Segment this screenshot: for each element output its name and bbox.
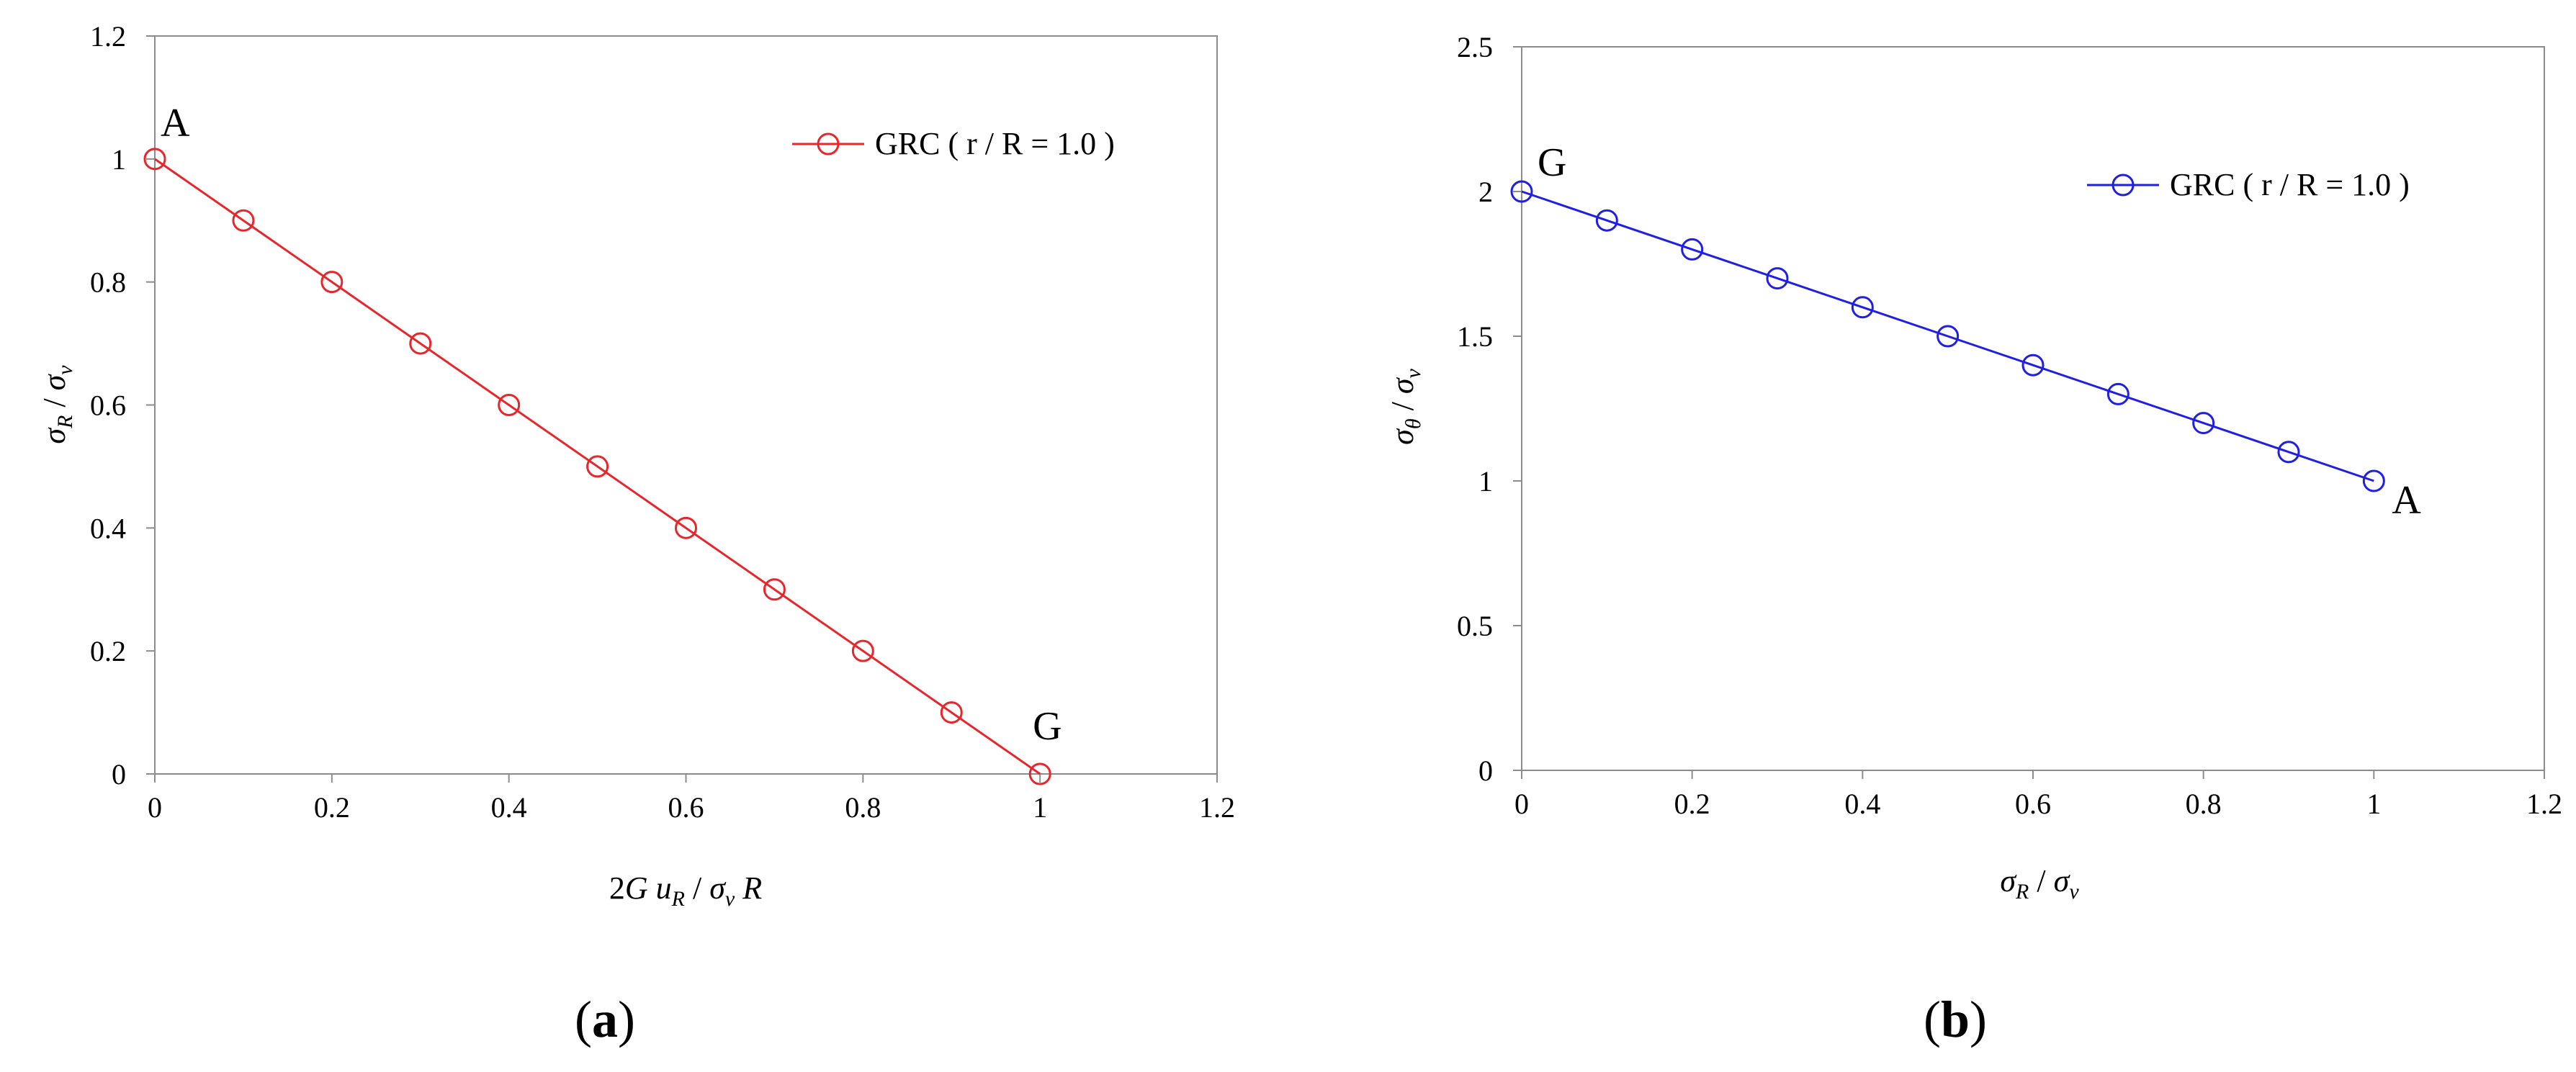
chart-a-ytick-label: 1 [112, 143, 126, 176]
chart-b-xtick-label: 1 [2366, 788, 2381, 820]
chart-a-point-label: G [1033, 704, 1062, 749]
chart-a-caption: (a) [575, 991, 635, 1048]
chart-a-data-point [232, 209, 255, 232]
chart-b-legend-marker [2111, 174, 2135, 197]
chart-b-data-point [2106, 382, 2130, 405]
chart-a-ytick-label: 0.6 [90, 389, 126, 422]
chart-b-data-point [1766, 267, 1789, 290]
chart-b-ytick-label: 2 [1478, 176, 1493, 208]
chart-b-legend: GRC ( r / R = 1.0 ) [2087, 167, 2410, 202]
chart-b-ylabel: σθ / σv [1385, 368, 1425, 444]
chart-a-xtick-label: 0.4 [491, 791, 527, 824]
chart-b-data-point [2277, 441, 2300, 464]
chart-a-xtick-label: 0.2 [314, 791, 350, 824]
chart-b-xlabel: σR / σv [2000, 863, 2079, 904]
chart-b-ticks: 0 0.2 0.4 0.6 0.8 1 1.2 0 0.5 1 1.5 2 2.5 [1457, 31, 2562, 820]
chart-a-ticks: 0 0.2 0.4 0.6 0.8 1 1.2 0 0.2 0.4 0.6 0.8 1 1.2 [90, 20, 1235, 824]
chart-b-xtick-label: 0 [1514, 788, 1529, 820]
chart-a-point-label: A [161, 101, 190, 145]
chart-a-series [154, 158, 1041, 775]
chart-a-data-point [586, 455, 609, 478]
chart-b-xtick-label: 0.8 [2186, 788, 2222, 820]
chart-b-data-point [1595, 209, 1618, 232]
chart-a-xlabel: 2G uR / σv R [609, 870, 762, 911]
chart-a: 0 0.2 0.4 0.6 0.8 1 1.200.20.40.60.811.2 AG GR… [37, 20, 1235, 1048]
chart-b-data-point [2192, 412, 2215, 435]
chart-a-data-point [1028, 762, 1051, 785]
chart-b-markers [1510, 180, 2385, 492]
chart-b-annotations: GA [1538, 140, 2421, 523]
chart-b-xtick-label: 0.2 [1674, 788, 1710, 820]
chart-a-xtick-label: 1.2 [1199, 791, 1235, 824]
chart-b-xtick-label: 0.6 [2015, 788, 2051, 820]
chart-b-data-point [1681, 238, 1704, 261]
chart-a-legend-marker [817, 132, 840, 156]
chart-b-plot-frame [1521, 46, 2545, 771]
chart-a-data-point [763, 578, 786, 601]
chart-b-data-point [1510, 180, 1533, 203]
chart-a-ytick-label: 0.8 [90, 266, 126, 299]
chart-a-data-point [675, 516, 697, 539]
chart-b-ytick-label: 0 [1478, 755, 1493, 787]
chart-a-legend-label: GRC ( r / R = 1.0 ) [875, 126, 1115, 161]
chart-a-xtick-label: 1 [1033, 791, 1047, 824]
chart-b-ytick-label: 2.5 [1457, 31, 1493, 63]
chart-a-ylabel: σR / σv [37, 365, 77, 444]
chart-a-xtick-label: 0 [148, 791, 162, 824]
chart-b-xtick-label: 0.4 [1844, 788, 1880, 820]
chart-a-xtick-label: 0.6 [668, 791, 704, 824]
chart-b-data-point [2021, 353, 2045, 377]
chart-a-ytick-label: 0 [112, 758, 126, 791]
chart-a-data-point [143, 148, 166, 171]
chart-b-series-line [1521, 190, 2374, 482]
chart-b: 0 0.2 0.4 0.6 0.8 1 1.200.511.522.5 GA GRC ( r… [1385, 31, 2562, 1048]
chart-b-caption: (b) [1924, 991, 1987, 1048]
chart-b-data-point [1937, 325, 1960, 348]
chart-a-data-point [851, 639, 874, 662]
chart-a-legend: GRC ( r / R = 1.0 ) [792, 126, 1115, 161]
chart-b-ytick-label: 0.5 [1457, 610, 1493, 642]
chart-a-ytick-label: 0.4 [90, 512, 126, 544]
chart-a-data-point [498, 394, 521, 416]
chart-b-legend-label: GRC ( r / R = 1.0 ) [2170, 167, 2410, 202]
chart-b-ytick-label: 1 [1478, 465, 1493, 497]
chart-a-series-line [154, 158, 1041, 775]
chart-b-point-label: G [1538, 140, 1566, 185]
chart-a-data-point [940, 701, 963, 724]
chart-b-data-point [1851, 296, 1874, 319]
chart-b-point-label: A [2392, 478, 2421, 523]
chart-b-data-point [2362, 469, 2385, 492]
chart-b-ytick-label: 1.5 [1457, 320, 1493, 353]
chart-a-data-point [320, 271, 344, 294]
chart-a-ytick-label: 0.2 [90, 635, 126, 667]
chart-a-ytick-label: 1.2 [90, 20, 126, 53]
chart-a-annotations: AG [161, 101, 1062, 749]
chart-b-xtick-label: 1.2 [2526, 788, 2562, 820]
chart-a-xtick-label: 0.8 [845, 791, 881, 824]
chart-a-data-point [409, 332, 432, 355]
chart-a-markers [143, 148, 1051, 785]
chart-b-series [1521, 190, 2374, 482]
